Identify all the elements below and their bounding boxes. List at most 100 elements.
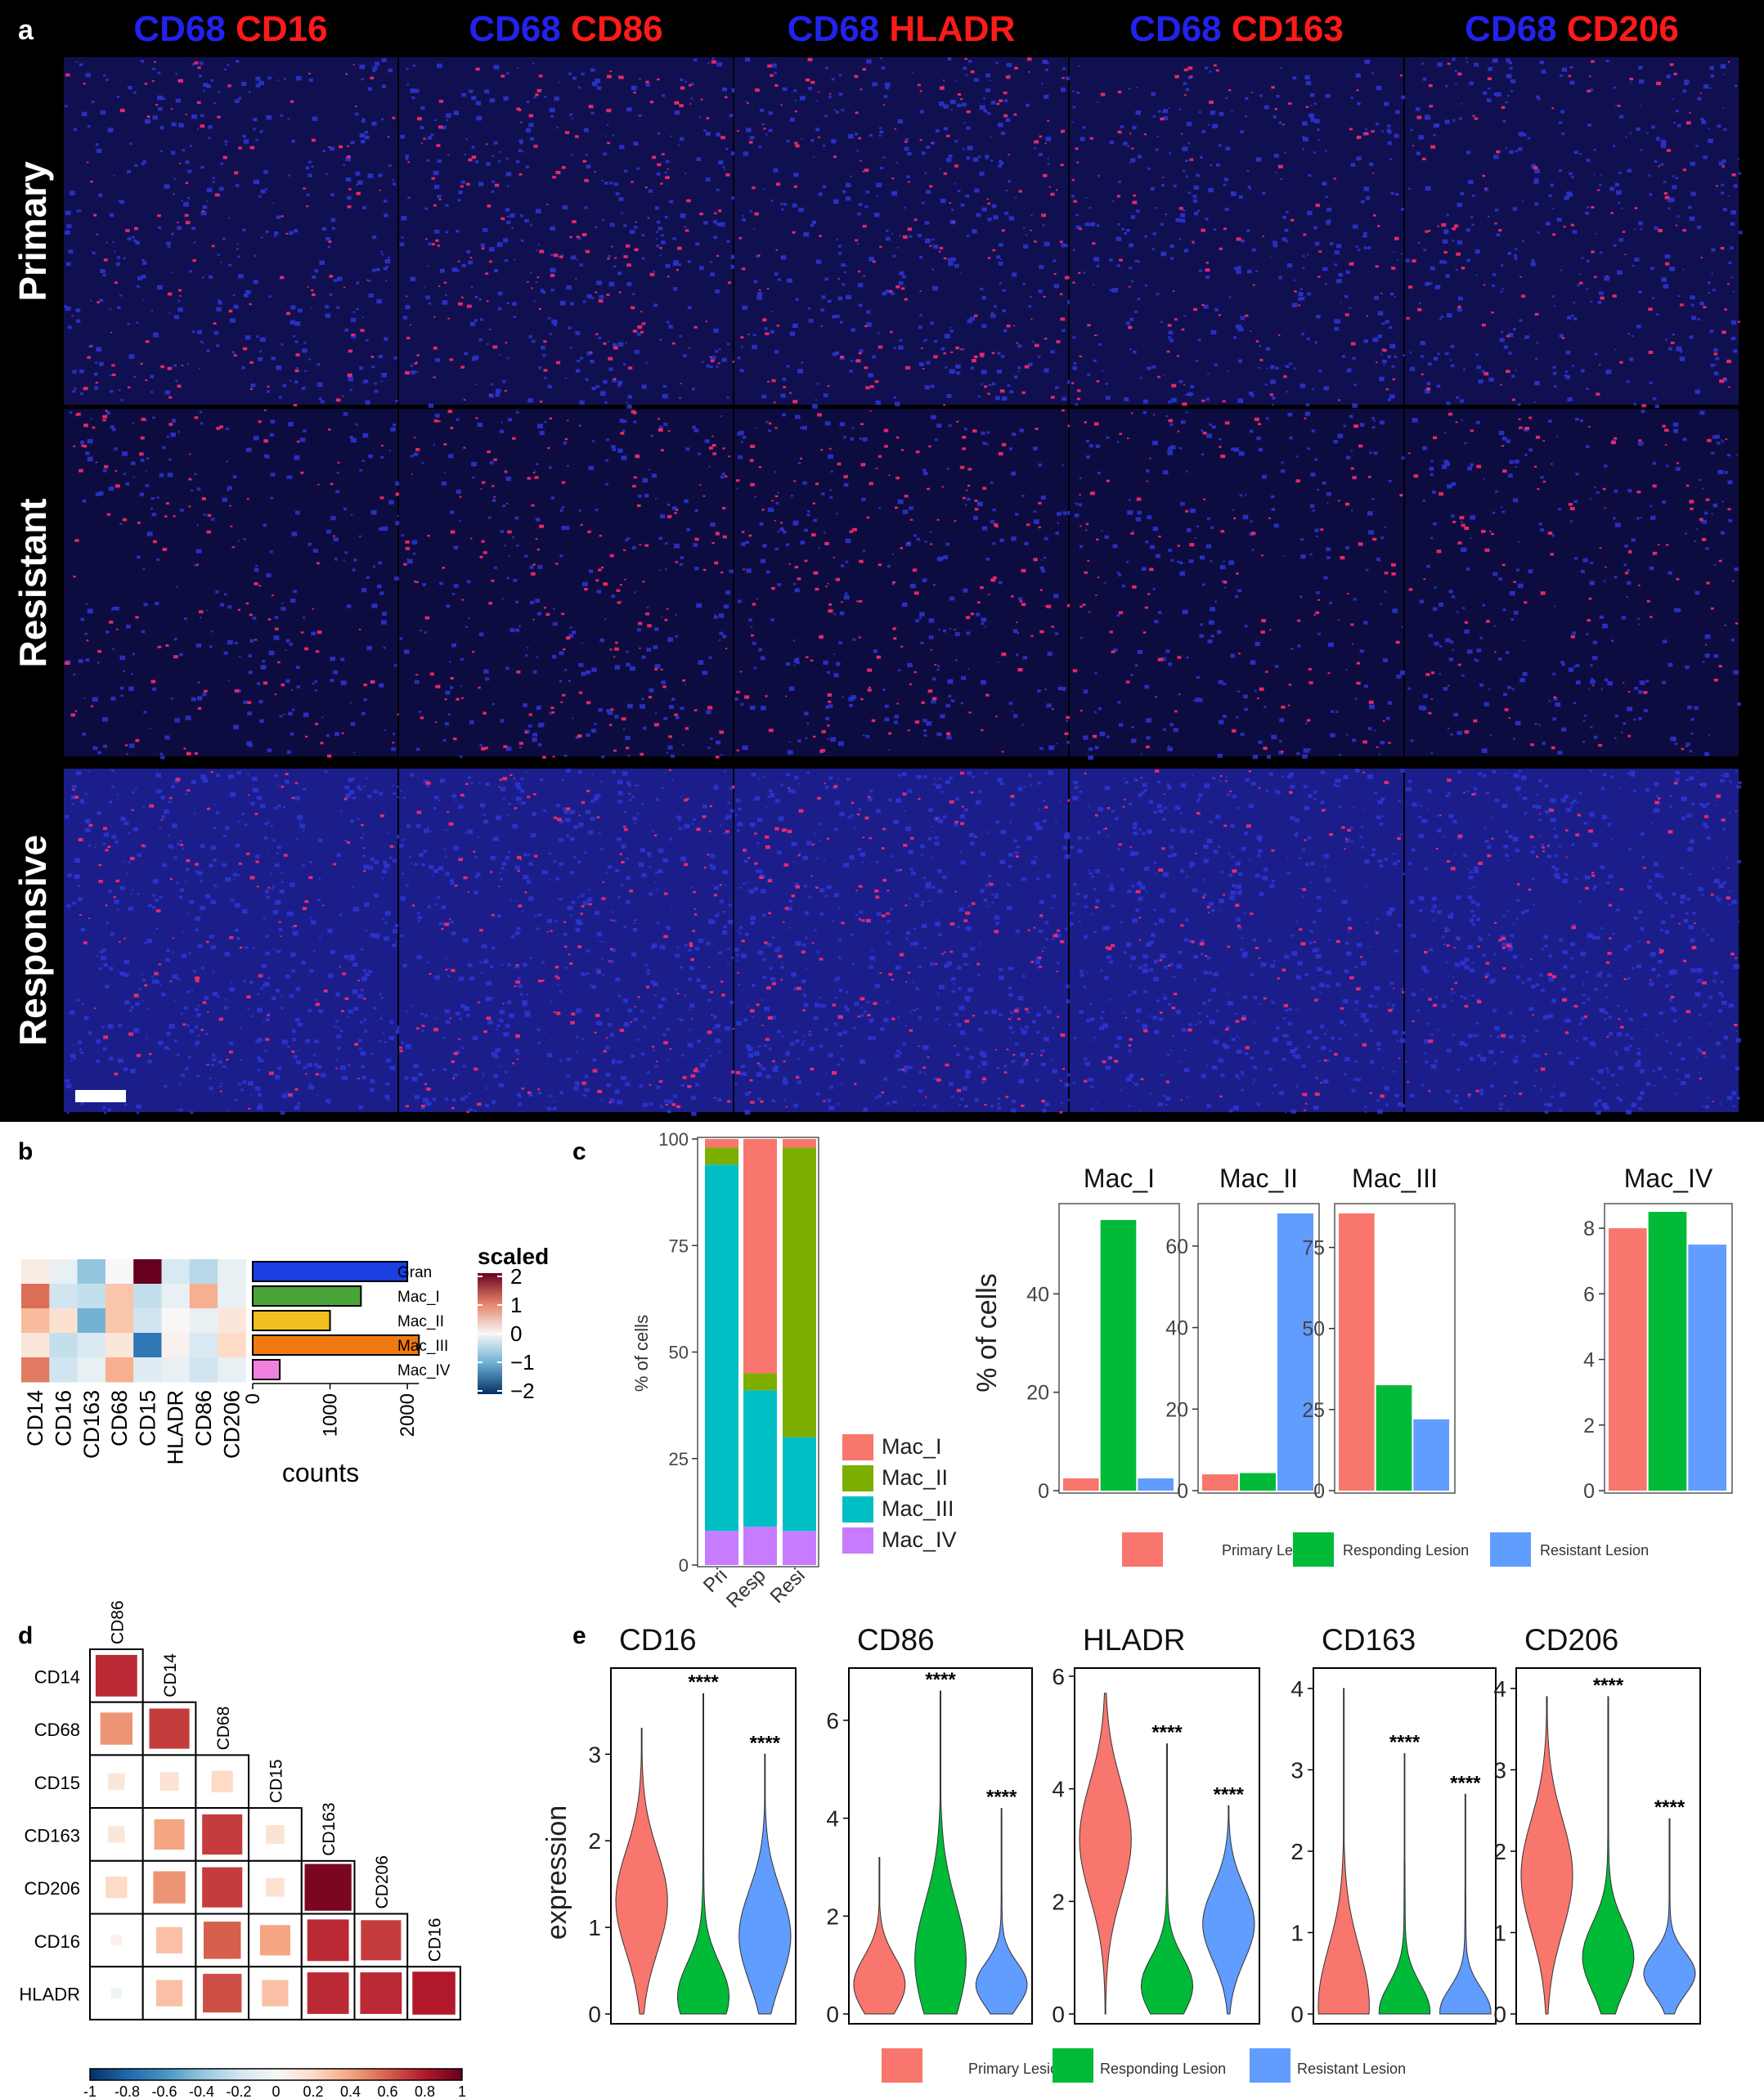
violin-title: HLADR — [1083, 1623, 1185, 1657]
corr-col-label: CD16 — [426, 1917, 445, 1962]
corr-cell-square — [203, 1973, 242, 2013]
corr-cell-square — [155, 1980, 183, 2007]
corr-cell-square — [202, 1814, 243, 1855]
corr-cell-square — [155, 1926, 183, 1953]
scaled-legend-tick: 0 — [510, 1321, 522, 1346]
violin-legend-label: Resistant Lesion — [1297, 2061, 1406, 2077]
corr-colorbar-tick: -1 — [83, 2083, 97, 2099]
facet-y-tick: 0 — [1583, 1480, 1595, 1503]
micrograph-tile-r3-c5 — [1405, 769, 1742, 1115]
violin-y-tick: 6 — [826, 1708, 839, 1733]
violin-resistant-lesion — [975, 1808, 1028, 2015]
facet-y-tick: 50 — [1302, 1318, 1325, 1341]
facet-bar-responding-lesion — [1100, 1220, 1137, 1491]
stacked-segment-mac_iii — [783, 1437, 816, 1532]
legend-swatch-mac_iv — [842, 1527, 873, 1554]
heatmap-cell — [161, 1308, 191, 1334]
stacked-y-tick: 50 — [669, 1343, 689, 1363]
violin-resistant-lesion — [738, 1753, 792, 2015]
violin-primary-lesion — [1079, 1693, 1132, 2015]
stacked-segment-mac_i — [705, 1139, 738, 1148]
heatmap-cell — [21, 1333, 50, 1358]
heatmap-cell — [21, 1357, 50, 1383]
heatmap-cell — [189, 1308, 218, 1334]
heatmap-cell — [161, 1333, 191, 1358]
header-red-marker: CD16 — [236, 9, 328, 49]
heatmap-cell — [49, 1308, 79, 1334]
corr-colorbar-tick: -0.2 — [226, 2083, 251, 2099]
significance-stars: **** — [1151, 1722, 1183, 1744]
corr-row-label: CD68 — [34, 1720, 80, 1740]
facet-y-tick: 20 — [1026, 1382, 1049, 1405]
heatmap-cell — [49, 1357, 79, 1383]
heatmap-cell — [105, 1259, 134, 1285]
micrograph-tile-r2-c4 — [1070, 409, 1406, 760]
facet-y-tick: 0 — [1177, 1480, 1188, 1503]
corr-cell-square — [153, 1871, 186, 1904]
stacked-y-tick: 75 — [669, 1236, 689, 1256]
facet-mac_iii: Mac_III 0 25 50 75 — [1302, 1164, 1456, 1503]
counts-tick-label: 0 — [242, 1393, 264, 1404]
violin-frame — [1074, 1667, 1260, 2025]
heatmap-cell — [77, 1284, 106, 1309]
facet-frame — [1197, 1203, 1320, 1494]
violin-primary-lesion — [615, 1728, 668, 2015]
header-red-marker: CD206 — [1567, 9, 1679, 49]
facet-bar-responding-lesion — [1376, 1385, 1412, 1491]
violin-title: CD206 — [1524, 1623, 1618, 1657]
heatmap-cell — [77, 1259, 106, 1285]
facet-y-tick: 20 — [1165, 1398, 1188, 1421]
row-label-resistant: Resistant — [11, 498, 54, 667]
violin-y-tick: 3 — [588, 1742, 601, 1767]
corr-cell-square — [412, 1971, 456, 2015]
violin-title: CD16 — [619, 1623, 697, 1657]
heatmap-cell — [218, 1333, 246, 1358]
corr-col-label: CD14 — [161, 1653, 180, 1698]
panel-b-letter: b — [18, 1138, 33, 1165]
legend-swatch-mac_i — [842, 1434, 873, 1460]
panel-e: e CD16 0 1 2 3 **** **** CD86 0 2 4 6 **** **** HLADR 0… — [541, 1622, 1701, 2083]
corr-cell-square — [307, 1919, 349, 1962]
scaled-legend-title: scaled — [478, 1244, 549, 1269]
facet-title: Mac_IV — [1624, 1164, 1713, 1193]
violin-facet-hladr: HLADR 0 2 4 6 **** **** — [1052, 1623, 1260, 2027]
heatmap-col-label: CD14 — [23, 1390, 47, 1446]
facet-y-tick: 2 — [1583, 1415, 1595, 1437]
corr-row-label: CD163 — [25, 1825, 80, 1846]
scaled-legend-tick: −2 — [510, 1379, 535, 1403]
facet-legend-label: Resistant Lesion — [1540, 1542, 1649, 1559]
heatmap-cell — [161, 1259, 191, 1285]
facet-bar-responding-lesion — [1648, 1212, 1687, 1491]
corr-cell-square — [159, 1772, 179, 1792]
count-bar-gran — [252, 1261, 409, 1282]
heatmap-row-label: Mac_I — [397, 1289, 440, 1306]
violin-y-tick: 0 — [588, 2002, 601, 2027]
heatmap-cell — [133, 1357, 162, 1383]
corr-colorbar-tick: -0.8 — [114, 2083, 140, 2099]
facet-legend-swatch — [1293, 1532, 1334, 1567]
violin-y-tick: 0 — [1290, 2002, 1304, 2027]
heatmap-cell — [189, 1357, 218, 1383]
violin-legend-swatch — [1250, 2048, 1290, 2083]
violin-legend-label: Primary Lesion — [968, 2061, 1066, 2077]
violin-responding-lesion — [1582, 1696, 1635, 2015]
scaled-legend-tick: 1 — [510, 1293, 522, 1317]
facet-y-tick: 75 — [1302, 1237, 1325, 1260]
violin-y-tick: 4 — [826, 1806, 839, 1832]
heatmap-cell — [49, 1284, 79, 1309]
heatmap-row-label: Mac_IV — [397, 1362, 451, 1379]
panel-e-letter: e — [572, 1622, 586, 1649]
corr-cell-square — [211, 1770, 233, 1792]
heatmap-row-label: Mac_II — [397, 1313, 444, 1330]
violin-y-tick: 2 — [1290, 1839, 1304, 1864]
facet-mac_iv: Mac_IV 0 2 4 6 8 — [1583, 1164, 1733, 1503]
panel-a-letter: a — [18, 15, 34, 46]
facet-title: Mac_III — [1352, 1164, 1438, 1193]
heatmap-col-label: CD86 — [191, 1390, 216, 1446]
heatmap-cell — [133, 1333, 162, 1358]
heatmap-cell — [21, 1308, 50, 1334]
facet-y-tick: 60 — [1165, 1236, 1188, 1258]
counts-tick-label: 1000 — [320, 1393, 342, 1437]
heatmap-cell — [133, 1308, 162, 1334]
violin-y-tick: 3 — [1493, 1757, 1506, 1783]
